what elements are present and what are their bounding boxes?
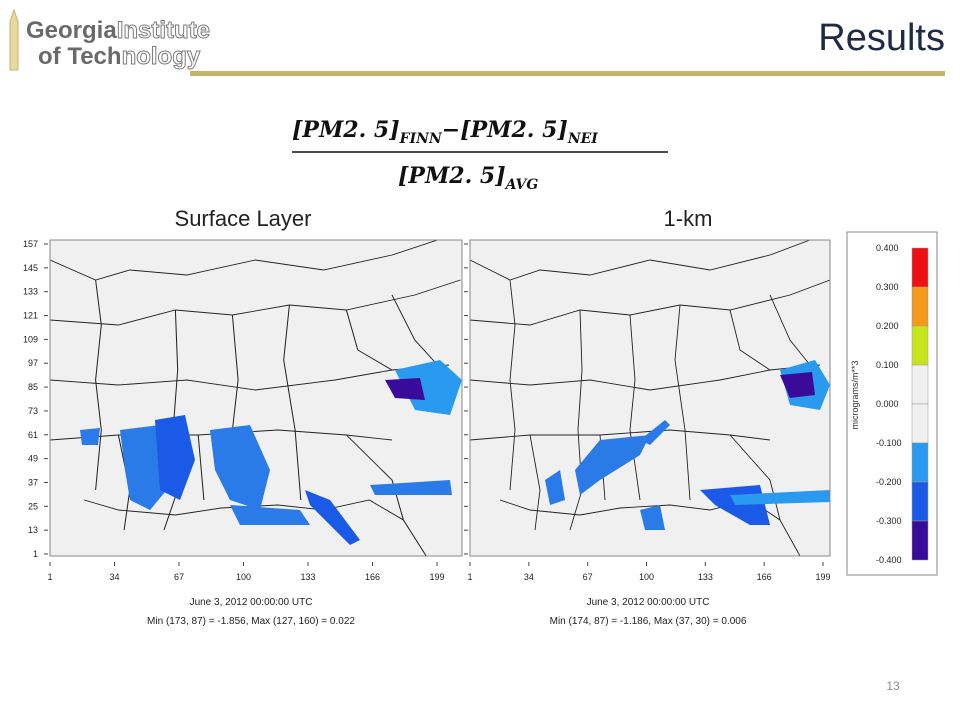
x-tick-label: 100 bbox=[639, 572, 654, 582]
x-tick-label: 67 bbox=[174, 572, 184, 582]
y-tick-label: 157 bbox=[23, 239, 38, 249]
x-tick-label: 67 bbox=[583, 572, 593, 582]
formula-numerator: [PM2. 5]FINN−[PM2. 5]NEI bbox=[292, 117, 598, 147]
y-tick-label: 145 bbox=[23, 263, 38, 273]
map-frame bbox=[49, 239, 463, 557]
slide-title: Results bbox=[818, 17, 945, 59]
y-tick-label: 97 bbox=[28, 358, 38, 368]
logo: GeorgiaInstitute of Technology bbox=[9, 8, 211, 71]
panel-date: June 3, 2012 00:00:00 UTC bbox=[587, 597, 710, 608]
y-tick-label: 85 bbox=[28, 382, 38, 392]
map bbox=[50, 240, 462, 556]
pollution-areas bbox=[545, 360, 830, 530]
panel-label: Surface Layer bbox=[175, 206, 312, 231]
colorbar-swatch bbox=[911, 481, 929, 522]
x-tick-label: 133 bbox=[300, 572, 315, 582]
colorbar-label: -0.100 bbox=[876, 438, 902, 448]
y-tick-label: 121 bbox=[23, 311, 38, 321]
x-tick-label: 34 bbox=[524, 572, 534, 582]
map bbox=[470, 240, 830, 556]
pollution-areas bbox=[80, 360, 462, 545]
y-tick-label: 133 bbox=[23, 287, 38, 297]
colorbar-swatch bbox=[911, 520, 929, 561]
colorbar-swatch bbox=[911, 325, 929, 366]
colorbar-label: -0.400 bbox=[876, 555, 902, 565]
x-tick-label: 34 bbox=[109, 572, 119, 582]
panel-minmax: Min (173, 87) = -1.856, Max (127, 160) =… bbox=[147, 616, 355, 627]
x-tick-label: 166 bbox=[757, 572, 772, 582]
y-tick-label: 73 bbox=[28, 406, 38, 416]
y-tick-label: 61 bbox=[28, 430, 38, 440]
x-tick-label: 1 bbox=[467, 572, 472, 582]
colorbar-label: 0.000 bbox=[876, 399, 899, 409]
x-tick-label: 133 bbox=[698, 572, 713, 582]
y-tick-label: 1 bbox=[33, 549, 38, 559]
colorbar-swatch bbox=[911, 403, 929, 444]
x-tick-label: 199 bbox=[815, 572, 830, 582]
colorbar-label: -0.300 bbox=[876, 516, 902, 526]
x-tick-label: 166 bbox=[365, 572, 380, 582]
colorbar-unit: micrograms/m**3 bbox=[850, 360, 860, 429]
y-tick-label: 109 bbox=[23, 334, 38, 344]
colorbar-swatch bbox=[911, 286, 929, 327]
colorbar-swatch bbox=[911, 364, 929, 405]
formula-denominator: [PM2. 5]AVG bbox=[398, 163, 538, 193]
colorbar-label: 0.300 bbox=[876, 282, 899, 292]
colorbar-label: -0.200 bbox=[876, 477, 902, 487]
logo-text: GeorgiaInstitute bbox=[26, 17, 210, 44]
panel-date: June 3, 2012 00:00:00 UTC bbox=[190, 597, 313, 608]
y-tick-label: 13 bbox=[28, 525, 38, 535]
colorbar-swatch bbox=[911, 247, 929, 288]
map-frame bbox=[469, 239, 831, 557]
colorbar: 0.400 0.300 0.200 0.100 0.000 -0.100 -0.200 -0.… bbox=[876, 243, 929, 565]
formula: [PM2. 5]FINN−[PM2. 5]NEI [PM2. 5]AVG bbox=[292, 117, 668, 193]
axis-ticks: 1 34 67 100 133 166 199 1 13 25 37 49 61 73 85 97 109 121… bbox=[23, 239, 831, 582]
x-tick-label: 199 bbox=[429, 572, 444, 582]
colorbar-label: 0.400 bbox=[876, 243, 899, 253]
x-tick-label: 100 bbox=[236, 572, 251, 582]
logo-text: of Technology bbox=[38, 43, 201, 70]
colorbar-label: 0.200 bbox=[876, 321, 899, 331]
y-tick-label: 49 bbox=[28, 454, 38, 464]
panel-minmax: Min (174, 87) = -1.186, Max (37, 30) = 0… bbox=[550, 616, 747, 627]
colorbar-swatch bbox=[911, 442, 929, 483]
title-rule bbox=[190, 71, 945, 76]
y-tick-label: 37 bbox=[28, 477, 38, 487]
panel-label: 1-km bbox=[664, 206, 713, 231]
page-number: 13 bbox=[886, 679, 900, 693]
logo-tower bbox=[9, 8, 19, 71]
x-tick-label: 1 bbox=[47, 572, 52, 582]
y-tick-label: 25 bbox=[28, 501, 38, 511]
colorbar-label: 0.100 bbox=[876, 360, 899, 370]
